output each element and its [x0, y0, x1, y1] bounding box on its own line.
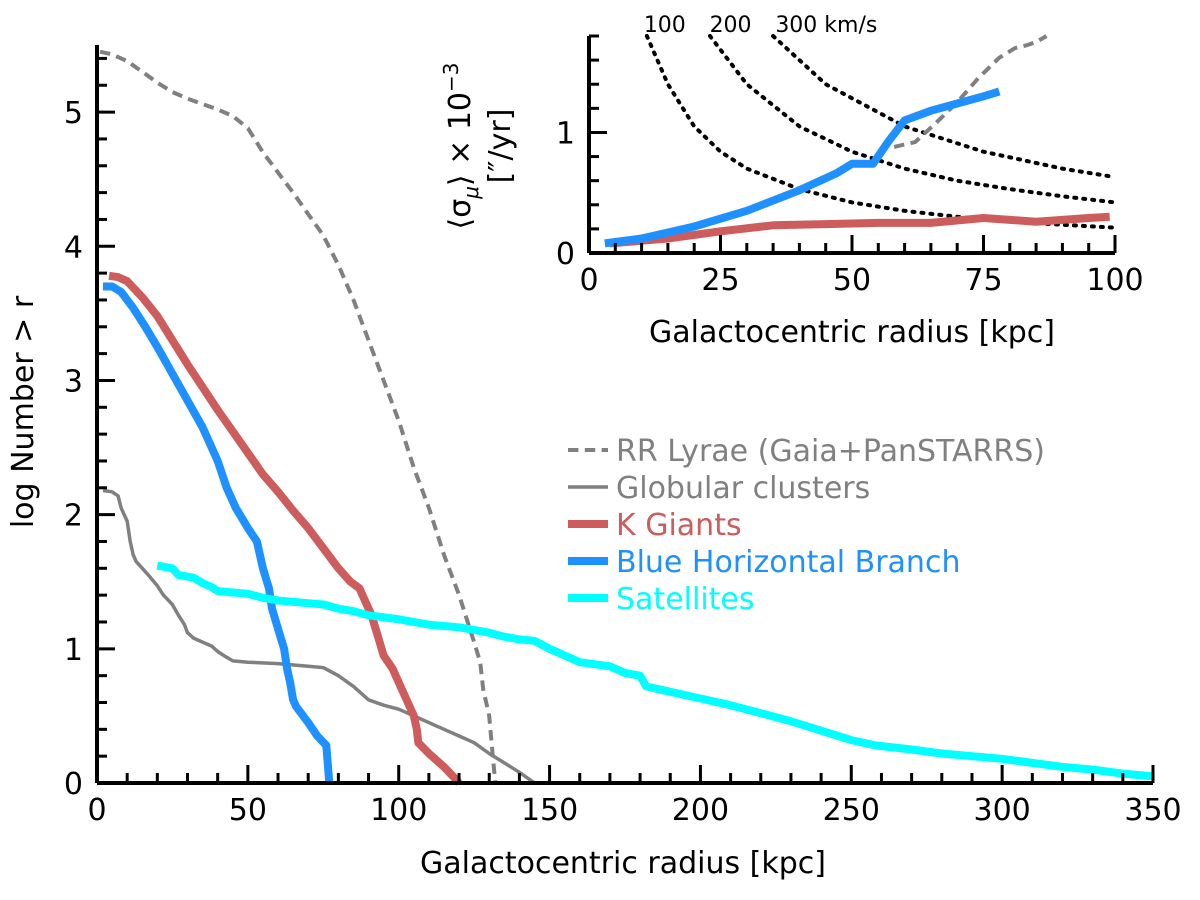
main-x-tick-label: 0	[87, 793, 106, 828]
inset-y-axis-label: ⟨σμ⟩ × 10−3 [″/yr]	[439, 62, 518, 229]
main-y-tick-label: 4	[64, 230, 83, 265]
inset-y-tick-label: 0	[556, 237, 575, 272]
velocity-curve-label: 100	[644, 13, 686, 38]
main-series-k-giants	[108, 271, 463, 786]
inset-velocity-curves: 100 200 300 km/s	[644, 13, 1117, 230]
main-x-tick-label: 100	[370, 793, 427, 828]
inset-y-label-sub: μ	[459, 186, 483, 200]
inset-y-label-times: ⟩ × 10	[443, 92, 478, 186]
inset-ticks: 0 25 50 75 100 0 1	[556, 34, 1144, 298]
legend: RR Lyrae (Gaia+PanSTARRS)Globular cluste…	[568, 434, 1045, 617]
main-x-tick-label: 50	[229, 793, 267, 828]
inset-series-k-giants	[609, 212, 1110, 248]
main-x-tick-label: 300	[974, 793, 1031, 828]
main-y-tick-label: 0	[64, 767, 83, 802]
velocity-curve-2	[771, 34, 1117, 180]
main-y-tick-label: 2	[64, 499, 83, 534]
main-x-tick-label: 150	[521, 793, 578, 828]
inset-x-tick-label: 25	[701, 263, 739, 298]
inset-series-blue-horizontal-branch	[604, 87, 1001, 248]
main-x-tick-label: 350	[1124, 793, 1181, 828]
inset-series-group	[604, 34, 1110, 248]
inset-plot: 100 200 300 km/s 0 25 50 75 100 0 1 Galactocentr…	[439, 13, 1144, 350]
main-y-axis-label: log Number > r	[6, 295, 41, 528]
legend-label: Satellites	[616, 582, 755, 617]
inset-y-label-units: [″/yr]	[483, 109, 518, 184]
inset-y-label-exponent: −3	[439, 62, 463, 91]
legend-label: K Giants	[616, 508, 742, 543]
main-y-tick-label: 5	[64, 96, 83, 131]
velocity-curve-label: 300 km/s	[775, 13, 877, 38]
inset-x-tick-label: 75	[964, 263, 1002, 298]
main-series-group	[99, 49, 1154, 786]
main-series-satellites	[156, 561, 1154, 781]
main-series-rr-lyrae-gaia-panstarrs	[99, 49, 498, 784]
inset-y-label-line1: ⟨σμ⟩ × 10−3	[439, 62, 483, 229]
legend-label: Globular clusters	[616, 471, 870, 506]
legend-label: RR Lyrae (Gaia+PanSTARRS)	[616, 434, 1045, 469]
main-series-blue-horizontal-branch	[103, 282, 334, 784]
velocity-curve-0	[644, 34, 1117, 230]
legend-label: Blue Horizontal Branch	[616, 545, 960, 580]
inset-x-tick-label: 50	[833, 263, 871, 298]
velocity-curve-label: 200	[710, 13, 752, 38]
main-y-tick-label: 1	[64, 633, 83, 668]
velocity-curve-1	[708, 34, 1117, 205]
main-x-axis-label: Galactocentric radius [kpc]	[420, 846, 826, 881]
main-axes	[95, 45, 1153, 785]
inset-series-rr-lyrae-gaia-panstarrs	[893, 34, 1048, 149]
main-y-tick-label: 3	[64, 364, 83, 399]
main-x-tick-label: 200	[672, 793, 729, 828]
main-x-tick-label: 250	[823, 793, 880, 828]
inset-x-tick-label: 0	[579, 263, 598, 298]
inset-x-tick-label: 100	[1086, 263, 1143, 298]
inset-y-tick-label: 1	[556, 116, 575, 151]
main-series-globular-clusters	[102, 488, 536, 785]
inset-y-label-sigma: ⟨σ	[443, 199, 478, 230]
inset-x-axis-label: Galactocentric radius [kpc]	[649, 315, 1055, 350]
